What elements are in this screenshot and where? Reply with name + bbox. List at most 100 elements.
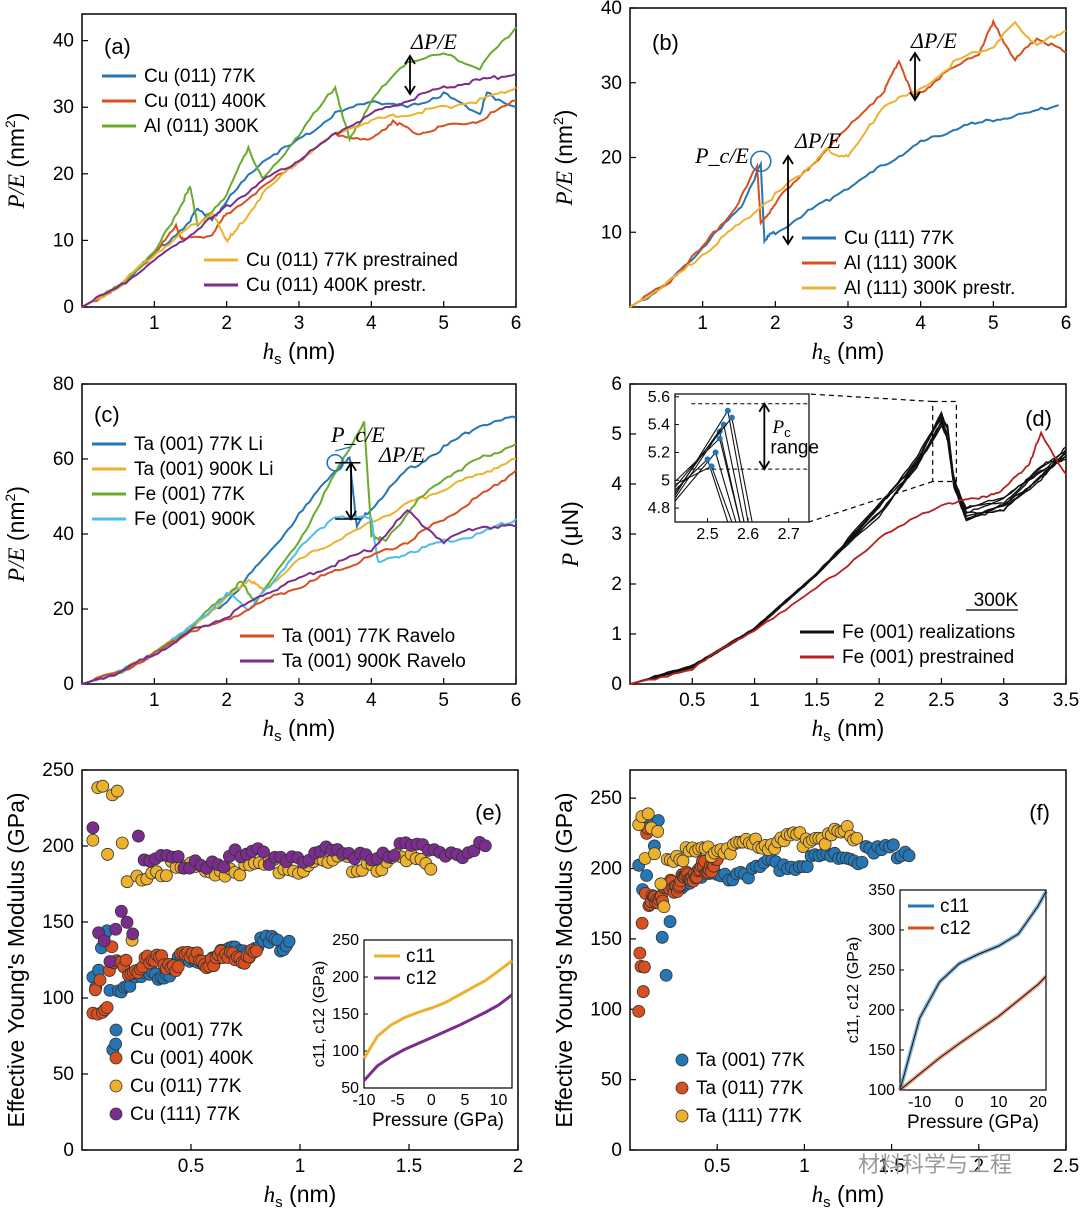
zoom-connector <box>808 480 933 523</box>
data-point <box>120 915 134 929</box>
data-point <box>109 922 123 936</box>
legend-entry: Cu (111) 77K <box>130 1104 241 1125</box>
data-point <box>171 960 185 974</box>
data-point <box>257 845 270 859</box>
data-point <box>100 1001 114 1014</box>
panel-label: (e) <box>475 800 502 825</box>
legend-entry: Ta (001) 77K Li <box>134 434 263 455</box>
arrow-head <box>782 235 794 246</box>
series-line <box>81 91 517 308</box>
x-axis-label: hs (nm) <box>263 338 336 368</box>
y-tick-label: 6 <box>611 374 622 395</box>
inset-pc-label: Pc <box>771 417 791 440</box>
series-line <box>81 469 517 685</box>
legend-entry: Cu (011) 77K <box>130 1076 242 1097</box>
data-point <box>641 807 655 821</box>
y-tick-label: 0 <box>63 674 74 695</box>
panel-label: (b) <box>652 30 679 55</box>
y-tick-label: 0 <box>611 674 622 695</box>
legend-swatch <box>675 1081 689 1095</box>
x-tick-label: 3 <box>294 690 305 711</box>
x-tick-label: 1.5 <box>396 1156 422 1177</box>
y-tick-label: 30 <box>53 97 74 118</box>
panel-b: 1 2 3 4 5 6 10 20 30 40 hs (nm) P/E (nm2) (b) Cu (111… <box>550 0 1071 368</box>
data-point <box>131 829 145 843</box>
legend-swatch <box>675 1053 689 1067</box>
pc-circle <box>749 150 772 173</box>
legend-entry: Cu (011) 400K <box>144 91 266 112</box>
y-tick-label: 5 <box>611 424 622 445</box>
inset-x-tick-label: 5 <box>460 1092 469 1109</box>
inset-peak-marker <box>716 435 723 442</box>
arrow-head <box>345 461 357 472</box>
data-point <box>103 955 117 968</box>
panel-a: 1 2 3 4 5 6 0 10 20 30 40 hs (nm) P/E (nm2) (a) Cu (01… <box>2 13 521 368</box>
x-tick-label: 6 <box>1061 313 1072 334</box>
legend-entry: Fe (001) prestrained <box>842 647 1014 668</box>
realization-line <box>629 419 1067 685</box>
inset-x-tick-label: 2.6 <box>737 526 759 543</box>
x-tick-label: 6 <box>511 690 522 711</box>
inset-peak-marker <box>704 456 711 463</box>
legend-entry: Ta (001) 77K Ravelo <box>282 626 455 647</box>
series-line <box>81 72 517 308</box>
panel-label: (d) <box>1025 406 1052 431</box>
inset-y-tick-label: 5.4 <box>648 417 670 434</box>
data-point <box>86 821 100 835</box>
legend-swatch <box>109 1079 123 1093</box>
y-tick-label: 150 <box>42 912 74 933</box>
plot-frame <box>629 769 1067 1151</box>
inset-legend-entry: c11 <box>406 946 435 967</box>
series-line <box>81 515 517 685</box>
x-axis-label: hs (nm) <box>263 715 336 745</box>
temperature-label: 300K <box>974 590 1019 611</box>
series-line <box>81 26 517 308</box>
x-tick-label: 1 <box>749 690 760 711</box>
arrow-head <box>758 460 771 471</box>
y-axis-label: Effective Young's Modulus (GPa) <box>3 792 29 1127</box>
data-point <box>249 944 263 958</box>
y-tick-label: 20 <box>53 164 74 185</box>
x-tick-label: 4 <box>366 690 377 711</box>
pc-annotation: P_c/E <box>330 422 385 447</box>
y-axis-label: P/E (nm2) <box>2 486 29 583</box>
x-tick-label: 3 <box>998 690 1009 711</box>
inset-legend-entry: c11 <box>940 896 969 917</box>
series-line <box>81 421 517 685</box>
panel-label: (f) <box>1029 800 1050 825</box>
legend-entry: Al (111) 300K prestr. <box>844 278 1015 299</box>
x-tick-label: 2.5 <box>928 690 954 711</box>
arrow-head <box>909 91 921 102</box>
series-line <box>81 509 517 685</box>
arrow-head <box>404 54 416 65</box>
y-axis-label: P/E (nm2) <box>550 110 577 207</box>
inset-y-tick-label: 5 <box>661 472 670 489</box>
inset-x-tick-label: 0 <box>955 1094 964 1111</box>
y-tick-label: 3 <box>611 524 622 545</box>
series-line <box>629 104 1059 308</box>
data-point <box>114 904 128 918</box>
y-tick-label: 20 <box>53 599 74 620</box>
inset-y-tick-label: 100 <box>332 1043 359 1060</box>
inset-range-label: range <box>770 438 819 459</box>
data-point <box>110 784 124 798</box>
x-tick-label: 2 <box>221 313 232 334</box>
inset-y-tick-label: 50 <box>341 1080 359 1097</box>
legend-entry: Cu (011) 400K prestr. <box>246 275 426 296</box>
inset-peak-marker <box>712 449 719 456</box>
x-tick-label: 1.5 <box>878 1156 904 1177</box>
inset-y-tick-label: 250 <box>332 932 359 949</box>
y-tick-label: 250 <box>590 788 622 809</box>
data-point <box>115 836 129 850</box>
y-axis-label: P (μN) <box>557 501 583 568</box>
x-axis-label: hs (nm) <box>264 1181 337 1211</box>
panel-d: 0.5 1 1.5 2 2.5 3 3.5 0 1 2 3 4 5 6 hs (nm) P (μN) (d) Fe… <box>557 374 1079 745</box>
legend-swatch <box>109 1051 123 1065</box>
x-tick-label: 2 <box>513 1156 524 1177</box>
y-tick-label: 200 <box>590 859 622 880</box>
inset-peak-marker <box>724 407 731 414</box>
y-tick-label: 2 <box>611 574 622 595</box>
inset-series-line <box>899 976 1047 1091</box>
